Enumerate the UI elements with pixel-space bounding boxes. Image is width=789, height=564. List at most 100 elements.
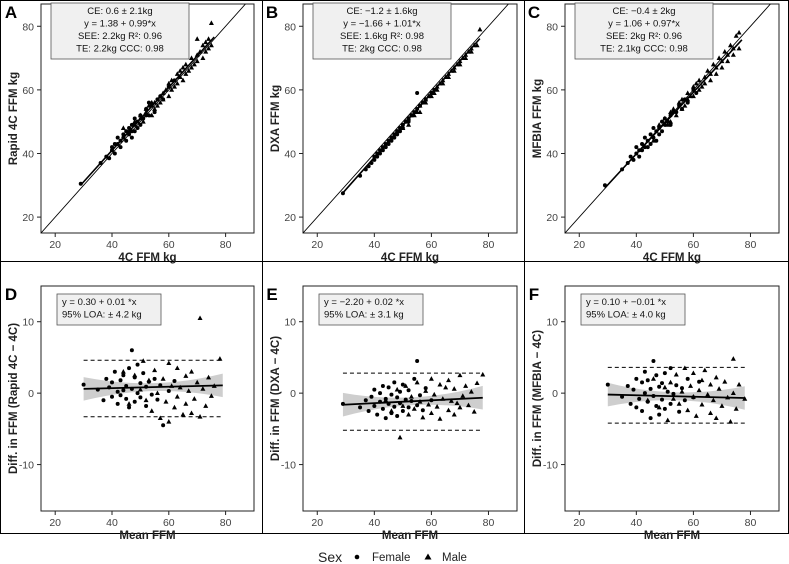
male-point bbox=[457, 61, 463, 67]
male-point bbox=[702, 367, 708, 373]
male-point bbox=[191, 396, 197, 401]
stats-line: TE: 2.2kg CCC: 0.98 bbox=[76, 44, 164, 55]
stats-line: CE: −1.2 ± 1.6kg bbox=[347, 6, 418, 17]
y-tick-label: -10 bbox=[543, 460, 558, 472]
female-point bbox=[634, 376, 639, 381]
male-point bbox=[705, 391, 711, 397]
x-tick-label: 80 bbox=[220, 517, 232, 529]
male-point bbox=[733, 33, 739, 38]
male-point bbox=[194, 36, 200, 41]
female-point bbox=[685, 376, 690, 381]
male-point bbox=[668, 109, 674, 115]
male-point bbox=[177, 74, 183, 80]
y-axis-label: DXA FFM kg bbox=[270, 85, 282, 152]
stats-line: 95% LOA: ± 3.1 kg bbox=[324, 310, 404, 321]
male-point bbox=[650, 376, 656, 381]
female-point bbox=[383, 416, 388, 421]
x-tick-label: 60 bbox=[688, 239, 700, 251]
female-point bbox=[668, 401, 673, 406]
female-point bbox=[642, 391, 647, 396]
female-point bbox=[138, 395, 143, 400]
male-point bbox=[146, 103, 152, 108]
female-point bbox=[697, 379, 702, 384]
male-point bbox=[166, 419, 172, 424]
male-point bbox=[668, 118, 674, 124]
male-point bbox=[480, 371, 486, 377]
regression-line bbox=[607, 393, 745, 399]
female-point bbox=[640, 380, 645, 385]
stats-box bbox=[312, 2, 452, 60]
female-point bbox=[172, 379, 177, 383]
male-point bbox=[149, 408, 155, 413]
legend-male-label: Male bbox=[442, 552, 467, 564]
female-point bbox=[129, 122, 134, 127]
female-point bbox=[115, 389, 120, 394]
male-point bbox=[719, 403, 725, 408]
stats-line: y = −1.66 + 1.01*x bbox=[343, 19, 421, 30]
female-point bbox=[400, 409, 405, 413]
male-point bbox=[713, 415, 719, 421]
stats-line: y = −2.20 + 0.02 *x bbox=[324, 297, 404, 308]
male-point bbox=[733, 406, 739, 411]
stats-box bbox=[56, 293, 162, 326]
female-point bbox=[634, 145, 639, 150]
male-point bbox=[423, 388, 429, 393]
x-tick-label: 20 bbox=[311, 517, 323, 529]
female-point bbox=[648, 386, 653, 391]
female-point bbox=[144, 404, 149, 408]
female-point bbox=[138, 122, 143, 127]
male-point bbox=[146, 377, 152, 383]
male-point bbox=[420, 414, 426, 420]
male-point bbox=[463, 55, 469, 60]
male-point bbox=[676, 401, 682, 406]
male-point bbox=[673, 371, 679, 377]
male-point bbox=[693, 413, 699, 418]
female-point bbox=[135, 126, 140, 131]
male-point bbox=[710, 61, 716, 67]
legend-title: Sex bbox=[318, 549, 342, 564]
male-point bbox=[650, 138, 656, 143]
female-point bbox=[651, 126, 656, 131]
female-point bbox=[104, 376, 109, 381]
x-tick-label: 40 bbox=[106, 239, 118, 251]
male-point bbox=[437, 381, 443, 387]
male-point bbox=[400, 403, 406, 408]
male-point bbox=[203, 49, 209, 54]
male-point bbox=[120, 369, 126, 374]
identity-line bbox=[303, 4, 509, 233]
male-point bbox=[437, 416, 443, 421]
panel-letter: F bbox=[529, 285, 539, 304]
legend-male-marker bbox=[424, 553, 432, 560]
male-point bbox=[189, 410, 195, 416]
male-point bbox=[428, 93, 434, 99]
female-point bbox=[141, 371, 146, 376]
female-point bbox=[121, 388, 126, 393]
female-point bbox=[138, 381, 143, 386]
y-tick-label: 0 bbox=[290, 388, 296, 400]
x-axis-label: Mean FFM bbox=[119, 530, 175, 542]
y-tick-label: -10 bbox=[281, 460, 296, 472]
male-point bbox=[217, 356, 223, 361]
female-point bbox=[685, 100, 690, 105]
male-point bbox=[719, 64, 725, 70]
y-tick-label: 20 bbox=[284, 212, 296, 224]
male-point bbox=[397, 434, 403, 440]
female-point bbox=[651, 359, 656, 363]
stats-box bbox=[574, 2, 714, 60]
female-point bbox=[682, 398, 687, 403]
female-point bbox=[642, 369, 647, 374]
male-point bbox=[696, 87, 702, 92]
male-point bbox=[440, 80, 446, 86]
identity-line bbox=[565, 4, 771, 233]
male-point bbox=[411, 406, 417, 411]
female-point bbox=[152, 110, 157, 115]
male-point bbox=[690, 93, 696, 99]
stats-line: SEE: 1.6kg R²: 0.98 bbox=[340, 31, 424, 42]
plot-frame bbox=[302, 285, 518, 512]
x-tick-label: 80 bbox=[745, 239, 757, 251]
male-point bbox=[200, 55, 206, 60]
x-tick-label: 60 bbox=[688, 517, 700, 529]
female-point bbox=[654, 373, 659, 378]
male-point bbox=[403, 383, 409, 388]
female-point bbox=[372, 404, 377, 408]
